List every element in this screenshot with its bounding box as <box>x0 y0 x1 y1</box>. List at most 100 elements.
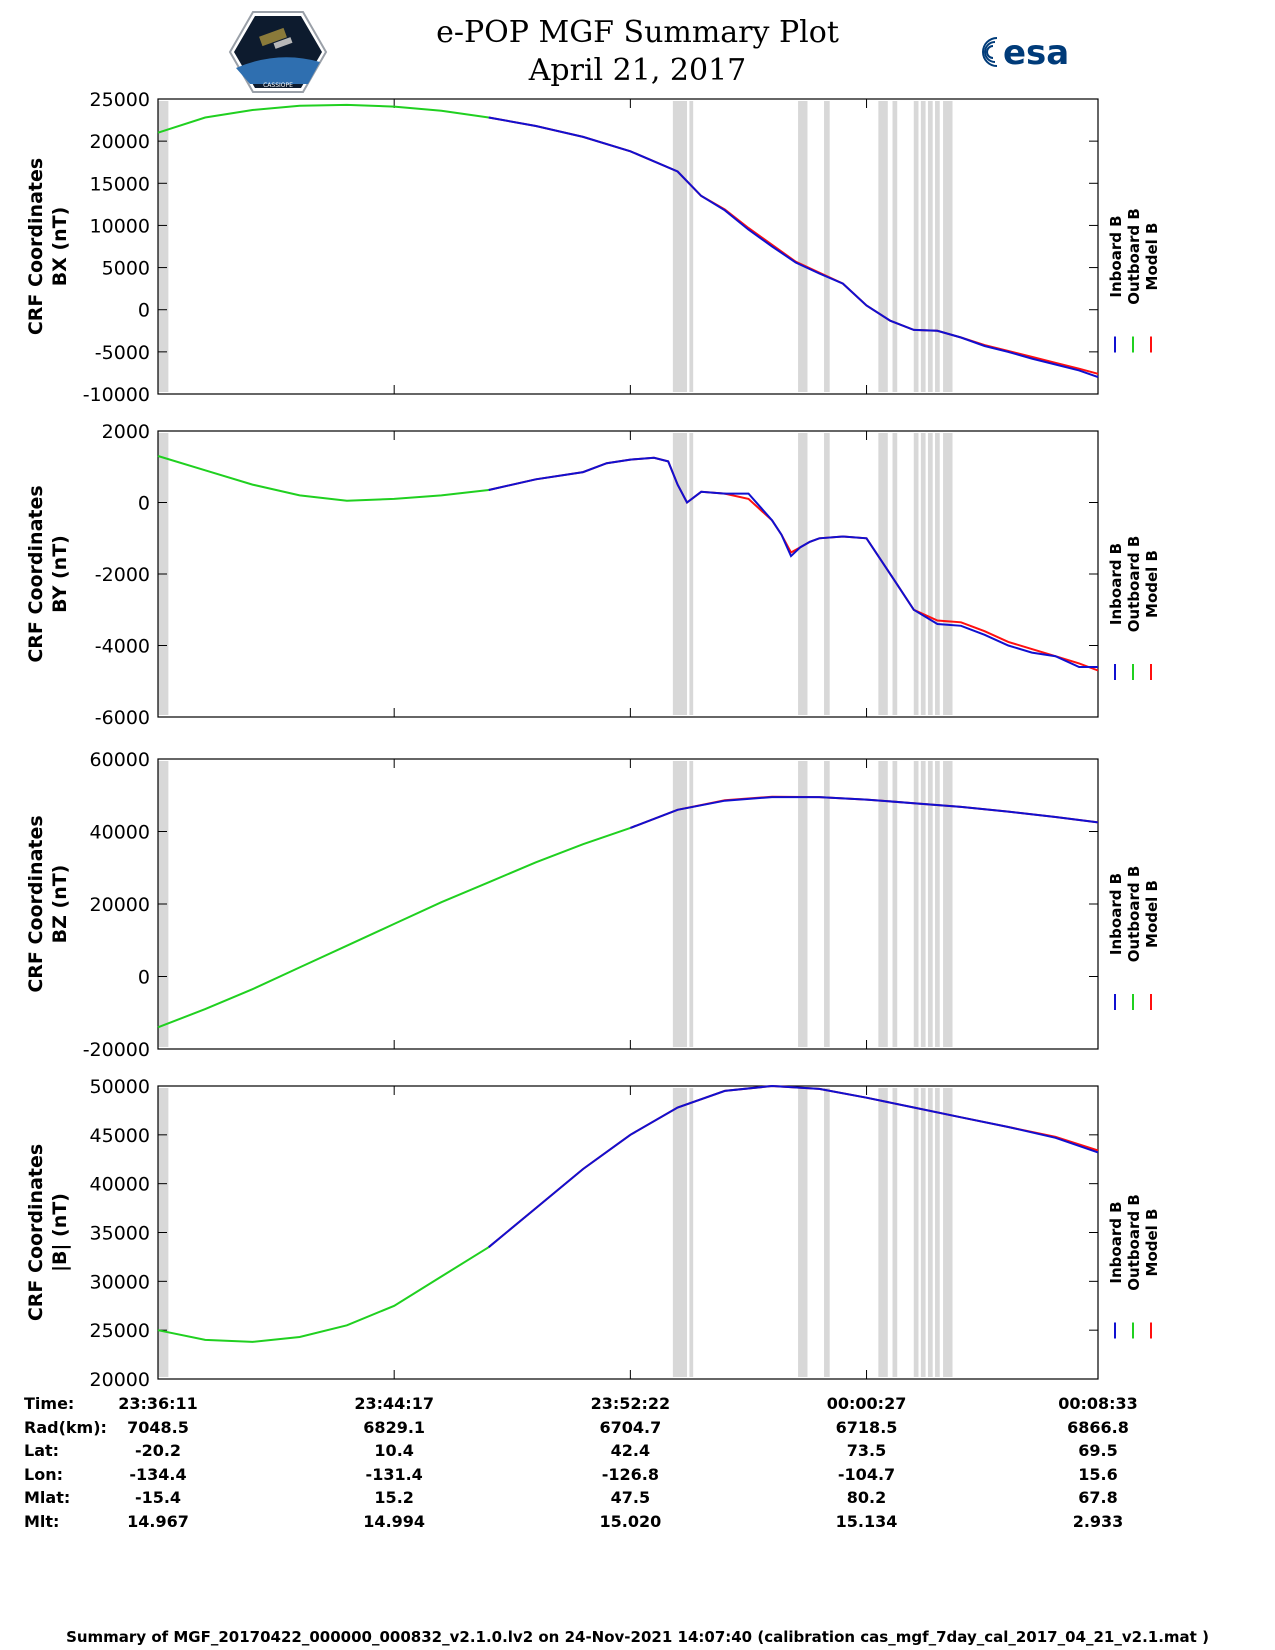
data-gap-band <box>672 101 688 392</box>
data-gap-band <box>158 101 169 392</box>
y-axis-label: CRF Coordinates <box>25 815 47 992</box>
footer-summary: Summary of MGF_20170422_000000_000832_v2… <box>66 1628 1209 1646</box>
info-value: 14.994 <box>363 1511 426 1531</box>
plot-frame <box>157 1085 1099 1380</box>
info-value: -131.4 <box>365 1464 423 1484</box>
data-gap-band <box>878 761 888 1047</box>
info-value: 10.4 <box>374 1441 414 1460</box>
y-tick-label: 20000 <box>90 131 150 153</box>
series-inboard-line <box>488 116 1099 379</box>
data-gap-band <box>935 433 940 715</box>
data-gap-band <box>824 101 830 392</box>
data-gap-band <box>798 101 808 392</box>
y-tick-label: -5000 <box>95 342 150 364</box>
data-gap-band <box>935 1088 940 1377</box>
data-gap-band <box>798 1088 808 1377</box>
y-axis-unit-label: |B| (nT) <box>49 1193 71 1272</box>
y-tick-label: -6000 <box>95 707 150 729</box>
y-tick-label: 20000 <box>90 1369 150 1391</box>
info-value: 7048.5 <box>127 1417 189 1437</box>
esa-logo-text: esa <box>1003 33 1069 73</box>
info-value: 67.8 <box>1078 1488 1118 1507</box>
info-row-label: Mlt: <box>24 1511 60 1531</box>
y-tick-label: 0 <box>138 493 150 515</box>
info-value: 15.020 <box>599 1511 662 1531</box>
data-gap-band <box>943 1088 953 1377</box>
info-value: 14.967 <box>127 1511 189 1531</box>
y-axis-label: CRF Coordinates <box>25 485 47 662</box>
data-gap-band <box>824 1088 830 1377</box>
series-model-line <box>488 456 1099 672</box>
series-inboard-line <box>488 1084 1099 1248</box>
info-value: -126.8 <box>601 1464 659 1484</box>
y-tick-label: -20000 <box>83 1039 150 1061</box>
chart-panel-1: -10000 -5000 0 5000 10000 15000 20000 25000 CRF … <box>25 89 1161 406</box>
series-outboard-line <box>157 455 489 502</box>
y-tick-label: 35000 <box>90 1223 150 1245</box>
info-value: 42.4 <box>610 1441 651 1460</box>
data-gap-band <box>935 101 940 392</box>
data-gap-band <box>878 433 888 715</box>
plot-title: e-POP MGF Summary Plot <box>436 15 839 50</box>
data-gap-band <box>672 1088 688 1377</box>
info-value: 6866.8 <box>1067 1417 1129 1437</box>
data-gap-band <box>689 101 694 392</box>
series-model-line <box>488 1084 1099 1248</box>
info-value: 69.5 <box>1078 1441 1118 1460</box>
data-gap-band <box>689 761 694 1047</box>
series-model-line <box>630 795 1099 829</box>
y-axis-label: CRF Coordinates <box>25 158 47 335</box>
data-gap-band <box>943 433 953 715</box>
info-value: 15.6 <box>1078 1464 1118 1484</box>
y-tick-label: 45000 <box>90 1125 150 1147</box>
info-row-label: Mlat: <box>24 1488 71 1507</box>
y-axis-unit-label: BZ (nT) <box>49 865 71 944</box>
info-value: 80.2 <box>846 1488 887 1507</box>
y-tick-label: 20000 <box>90 894 150 916</box>
x-tick-time-label: 23:44:17 <box>354 1394 434 1413</box>
info-row-label: Lon: <box>24 1464 63 1484</box>
data-gap-band <box>943 101 953 392</box>
data-gap-band <box>892 433 898 715</box>
info-value: 6704.7 <box>599 1417 662 1437</box>
y-tick-label: -2000 <box>95 564 150 586</box>
x-tick-time-label: 00:08:33 <box>1058 1394 1138 1413</box>
legend-label: Outboard B <box>1125 1194 1143 1291</box>
info-value: 15.134 <box>835 1511 898 1531</box>
chart-panel-3: -20000 0 20000 40000 60000 CRF Coordinates BZ … <box>25 749 1161 1061</box>
legend-label: Inboard B <box>1107 1201 1125 1283</box>
legend-label: Inboard B <box>1107 215 1125 297</box>
y-tick-label: 60000 <box>90 749 150 771</box>
series-outboard-line <box>157 826 631 1029</box>
info-value: -104.7 <box>837 1464 896 1484</box>
y-tick-label: 5000 <box>102 258 150 280</box>
info-value: -134.4 <box>129 1464 187 1484</box>
data-gap-band <box>689 433 694 715</box>
series-inboard-line <box>488 456 1098 668</box>
legend-label: Inboard B <box>1107 543 1125 625</box>
data-gap-band <box>913 1088 919 1377</box>
y-tick-label: 10000 <box>90 215 150 237</box>
y-tick-label: 15000 <box>90 173 150 195</box>
data-gap-band <box>878 1088 888 1377</box>
x-tick-time-label: 00:00:27 <box>826 1394 907 1413</box>
info-row-label: Time: <box>24 1394 75 1413</box>
plot-frame <box>157 758 1099 1050</box>
data-gap-band <box>913 433 919 715</box>
data-gap-band <box>920 1088 926 1377</box>
y-tick-label: 30000 <box>90 1271 150 1293</box>
data-gap-band <box>672 761 688 1047</box>
data-gap-band <box>913 761 919 1047</box>
data-gap-band <box>927 1088 933 1377</box>
y-tick-label: 25000 <box>90 1320 150 1342</box>
data-gap-band <box>935 761 940 1047</box>
legend-label: Inboard B <box>1107 873 1125 955</box>
info-value: 6829.1 <box>363 1417 426 1437</box>
legend-label: Outboard B <box>1125 536 1143 633</box>
data-gap-band <box>798 433 808 715</box>
data-gap-band <box>689 1088 694 1377</box>
data-gap-band <box>913 101 919 392</box>
data-gap-band <box>920 761 926 1047</box>
y-axis-unit-label: BY (nT) <box>49 535 71 613</box>
